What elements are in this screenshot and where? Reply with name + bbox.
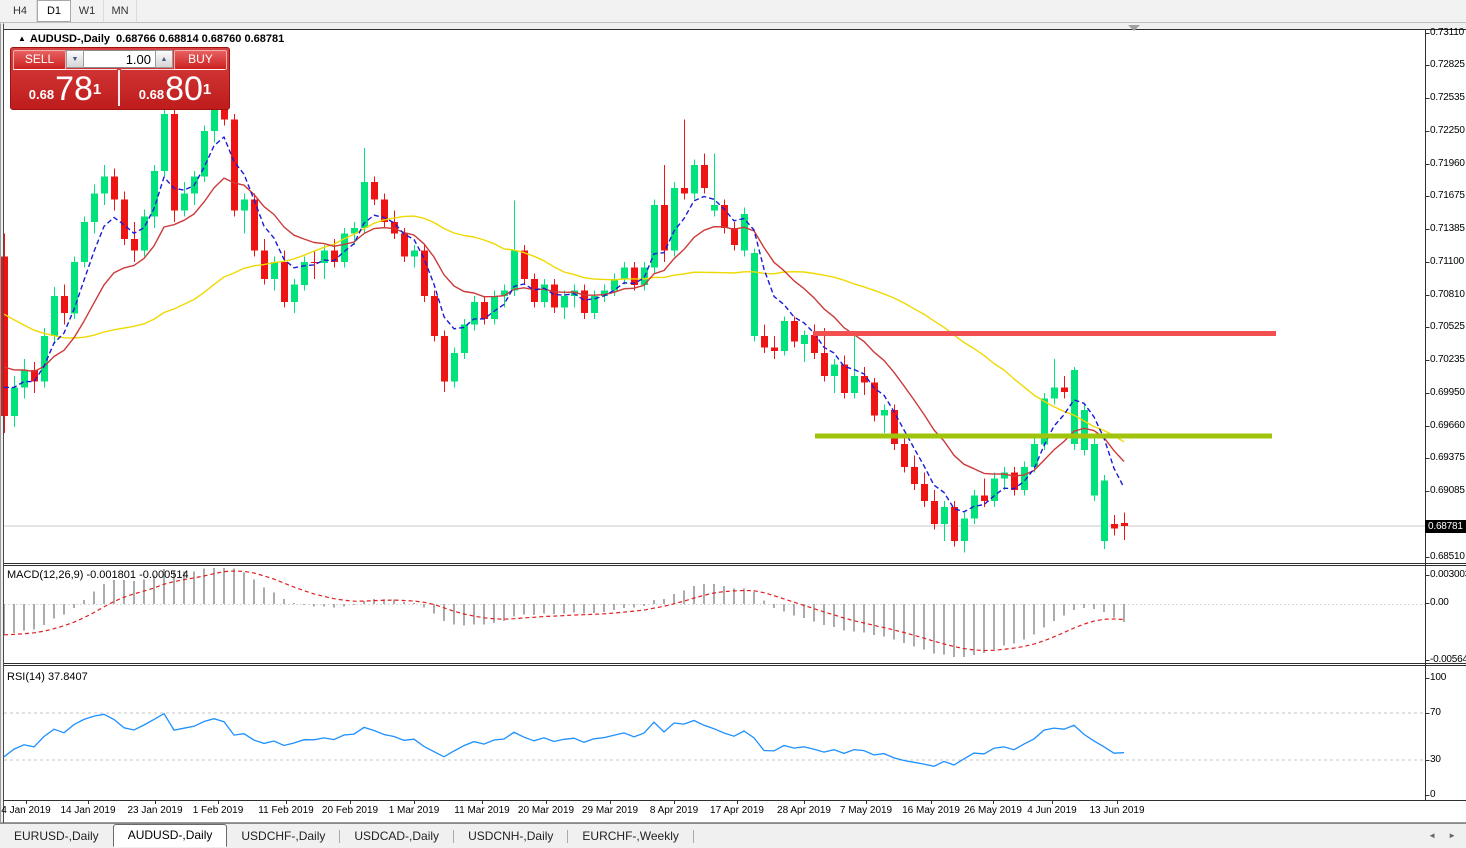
timeframe-toolbar: H4 D1 W1 MN	[0, 0, 1466, 23]
tab-eurusd-daily[interactable]: EURUSD-,Daily	[14, 829, 99, 843]
panel-center-divider	[118, 70, 120, 106]
timeframe-d1-button[interactable]: D1	[37, 0, 71, 22]
tab-scroll-right-button[interactable]: ►	[1448, 831, 1456, 840]
tab-eurchf-weekly[interactable]: EURCHF-,Weekly	[582, 829, 679, 843]
tab-usdcnh-daily[interactable]: USDCNH-,Daily	[468, 829, 554, 843]
buy-price-pip: 1	[202, 81, 212, 98]
sell-button[interactable]: SELL	[13, 50, 66, 70]
tab-separator	[453, 829, 455, 843]
sell-price-button[interactable]: 0.68 78 1	[13, 70, 117, 107]
timeframe-mn-button[interactable]: MN	[104, 0, 137, 22]
rsi-indicator-label: RSI(14) 37.8407	[7, 671, 88, 683]
tab-scroll-left-button[interactable]: ◄	[1428, 831, 1437, 840]
chart-title: ▲ AUDUSD-,Daily 0.68766 0.68814 0.68760 0.…	[18, 33, 284, 45]
tab-separator	[692, 829, 694, 843]
chart-background[interactable]	[4, 29, 1466, 822]
current-price-badge: 0.68781	[1425, 520, 1466, 533]
tab-separator	[567, 829, 569, 843]
tab-usdchf-daily[interactable]: USDCHF-,Daily	[241, 829, 326, 843]
timeframe-h4-button[interactable]: H4	[4, 0, 37, 22]
symbol-period-label: AUDUSD-,Daily	[29, 33, 110, 45]
sell-price-big: 78	[55, 70, 93, 108]
one-click-trading-panel: SELL ▼ ▲ BUY 0.68 78 1 0.68 80 1	[10, 47, 230, 110]
volume-increase-button[interactable]: ▲	[155, 50, 173, 68]
buy-price-big: 80	[165, 70, 203, 108]
buy-price-button[interactable]: 0.68 80 1	[123, 70, 227, 107]
sell-price-pip: 1	[92, 81, 102, 98]
macd-indicator-label: MACD(12,26,9) -0.001801 -0.000514	[7, 569, 189, 581]
volume-decrease-button[interactable]: ▼	[66, 50, 84, 68]
buy-button[interactable]: BUY	[174, 50, 227, 70]
tab-audusd-daily[interactable]: AUDUSD-,Daily	[112, 824, 228, 847]
collapse-triangle-icon[interactable]: ▲	[18, 34, 26, 43]
tab-separator	[339, 829, 341, 843]
volume-input[interactable]	[84, 50, 155, 68]
chart-window[interactable]: 0.73110 0.72825 0.72535 0.72250 0.71960 0.716…	[0, 23, 1466, 823]
chart-tab-bar: EURUSD-,Daily AUDUSD-,Daily USDCHF-,Dail…	[0, 823, 1466, 848]
sell-price-prefix: 0.68	[28, 87, 55, 102]
buy-divider	[121, 69, 225, 70]
sell-divider	[13, 69, 117, 70]
tab-usdcad-daily[interactable]: USDCAD-,Daily	[354, 829, 440, 843]
timeframe-w1-button[interactable]: W1	[71, 0, 104, 22]
volume-stepper: ▼ ▲	[66, 50, 173, 68]
buy-price-prefix: 0.68	[138, 87, 165, 102]
ohlc-values: 0.68766 0.68814 0.68760 0.68781	[116, 33, 285, 45]
